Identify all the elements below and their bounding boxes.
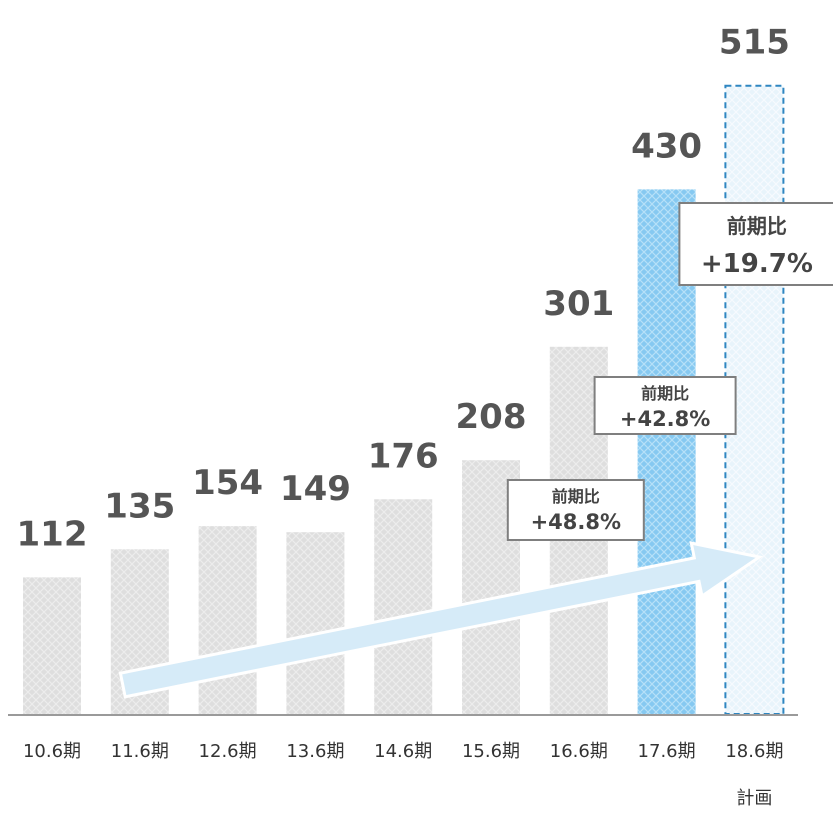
category-label: 10.6期: [23, 741, 81, 762]
annotation-value: +19.7%: [701, 249, 813, 279]
annotation-value: +48.8%: [531, 510, 621, 534]
bar-13.6期: [286, 532, 345, 714]
category-label: 12.6期: [199, 741, 257, 762]
category-label: 18.6期: [725, 741, 783, 762]
growth-annotation: 前期比 +19.7%: [678, 202, 833, 286]
growth-annotation: 前期比 +42.8%: [593, 376, 737, 435]
trend-arrow: [118, 541, 764, 699]
category-label: 14.6期: [374, 741, 432, 762]
value-label: 208: [456, 397, 527, 437]
annotation-title: 前期比: [641, 384, 689, 403]
value-label: 135: [104, 486, 175, 526]
category-label: 13.6期: [286, 741, 344, 762]
annotation-title: 前期比: [552, 487, 600, 506]
annotation-box: [593, 376, 737, 435]
annotation-box: [506, 479, 645, 541]
category-label: 16.6期: [550, 741, 608, 762]
bar-14.6期: [374, 499, 433, 714]
bar-12.6期: [198, 526, 257, 714]
growth-annotation: 前期比 +48.8%: [506, 479, 645, 541]
value-label: 515: [719, 23, 790, 63]
category-label: 11.6期: [111, 741, 169, 762]
plan-sublabel: 計画: [736, 788, 772, 809]
value-label: 301: [543, 284, 614, 324]
annotation-box: [678, 202, 833, 286]
value-label: 430: [631, 126, 702, 166]
bar-10.6期: [23, 577, 81, 714]
annotation-value: +42.8%: [620, 407, 710, 431]
value-label: 176: [368, 436, 439, 476]
value-label: 154: [192, 463, 263, 503]
category-label: 15.6期: [462, 741, 520, 762]
category-label: 17.6期: [638, 741, 696, 762]
annotation-title: 前期比: [727, 214, 787, 238]
value-label: 112: [17, 514, 88, 554]
value-label: 149: [280, 469, 351, 509]
